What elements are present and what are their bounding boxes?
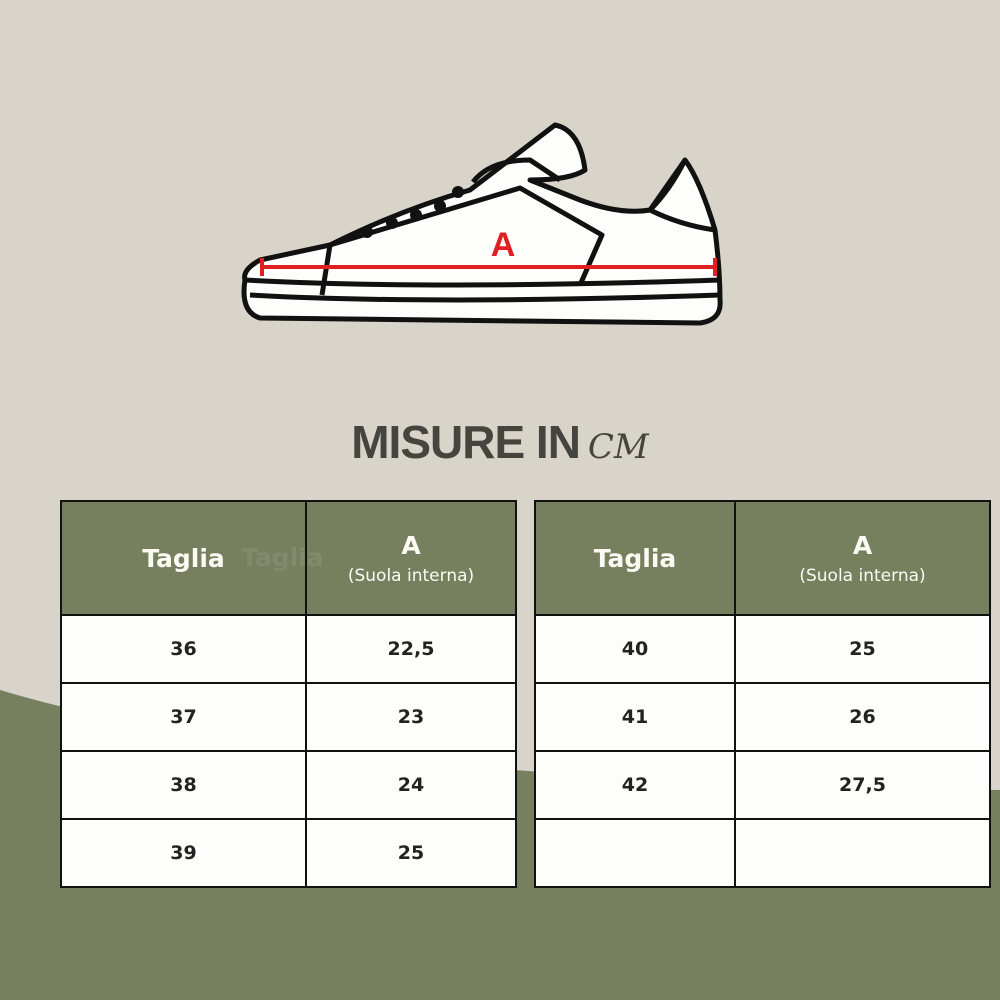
- table-row: 42 27,5: [534, 750, 991, 820]
- size-cell: 38: [60, 750, 307, 820]
- size-cell: 41: [534, 682, 736, 752]
- ghost-text: Taglia: [241, 543, 324, 572]
- size-cell: 37: [60, 682, 307, 752]
- header-a: A (Suola interna): [734, 500, 991, 616]
- a-cell: 22,5: [305, 614, 517, 684]
- table-row: 37 23: [60, 682, 517, 752]
- a-cell: [734, 818, 991, 888]
- table-row: 41 26: [534, 682, 991, 752]
- size-cell: 42: [534, 750, 736, 820]
- header-size: Taglia: [60, 500, 307, 616]
- title-unit: CM: [587, 427, 649, 467]
- table-row: [534, 818, 991, 888]
- size-cell: 40: [534, 614, 736, 684]
- header-size: Taglia: [534, 500, 736, 616]
- table-row: 39 25: [60, 818, 517, 888]
- header-a: A (Suola interna): [305, 500, 517, 616]
- page-title: MISURE IN CM: [0, 415, 1000, 469]
- size-cell: [534, 818, 736, 888]
- size-table-1: Taglia A (Suola interna) 36 22,5 37 23 38 24…: [60, 500, 517, 888]
- a-cell: 27,5: [734, 750, 991, 820]
- table-row: 38 24: [60, 750, 517, 820]
- a-cell: 23: [305, 682, 517, 752]
- shoe-illustration: A: [241, 122, 723, 326]
- measure-label: A: [491, 226, 516, 264]
- a-cell: 25: [734, 614, 991, 684]
- a-cell: 25: [305, 818, 517, 888]
- a-cell: 26: [734, 682, 991, 752]
- table-row: 40 25: [534, 614, 991, 684]
- table-row: 36 22,5: [60, 614, 517, 684]
- a-cell: 24: [305, 750, 517, 820]
- size-table-2: Taglia A (Suola interna) 40 25 41 26 42 27,5: [534, 500, 991, 888]
- size-cell: 39: [60, 818, 307, 888]
- title-main: MISURE IN: [351, 416, 581, 468]
- size-cell: 36: [60, 614, 307, 684]
